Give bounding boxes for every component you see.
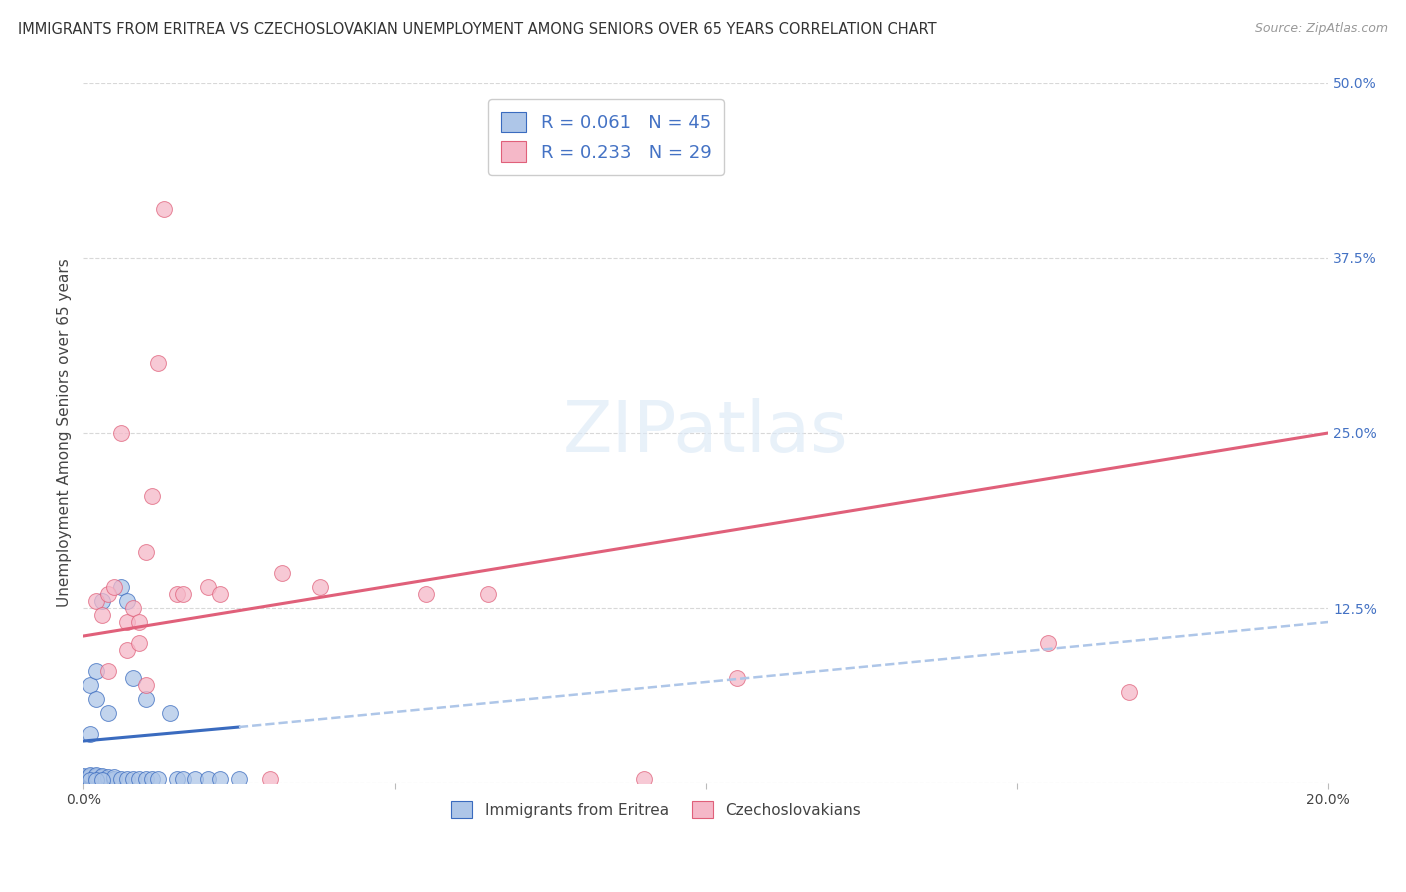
Point: [84, 772, 107, 786]
Point: [97, 706, 120, 720]
Point: [135, 678, 157, 692]
Point: [84, 594, 107, 608]
Point: [91, 771, 114, 785]
Point: [84, 692, 107, 706]
Point: [79, 769, 101, 783]
Point: [72, 769, 94, 783]
Point: [228, 772, 250, 786]
Point: [103, 580, 125, 594]
Point: [209, 772, 232, 786]
Point: [146, 356, 169, 370]
Y-axis label: Unemployment Among Seniors over 65 years: Unemployment Among Seniors over 65 years: [58, 259, 72, 607]
Point: [128, 772, 150, 786]
Point: [110, 580, 132, 594]
Point: [122, 601, 145, 615]
Point: [97, 772, 120, 786]
Point: [135, 545, 157, 559]
Point: [415, 587, 437, 601]
Point: [259, 772, 281, 786]
Point: [110, 425, 132, 440]
Point: [135, 772, 157, 786]
Text: ZIPatlas: ZIPatlas: [562, 399, 849, 467]
Point: [79, 772, 101, 786]
Point: [115, 643, 138, 657]
Point: [184, 772, 207, 786]
Point: [72, 772, 94, 786]
Point: [128, 615, 150, 629]
Point: [91, 594, 114, 608]
Point: [135, 692, 157, 706]
Point: [633, 772, 655, 786]
Point: [166, 772, 188, 786]
Point: [84, 771, 107, 785]
Point: [115, 594, 138, 608]
Point: [79, 727, 101, 741]
Point: [141, 772, 163, 786]
Point: [172, 587, 194, 601]
Point: [97, 587, 120, 601]
Point: [166, 587, 188, 601]
Point: [84, 664, 107, 678]
Point: [103, 772, 125, 786]
Point: [159, 706, 181, 720]
Point: [122, 772, 145, 786]
Point: [1118, 685, 1140, 699]
Point: [84, 767, 107, 781]
Point: [103, 771, 125, 785]
Point: [209, 587, 232, 601]
Point: [79, 771, 101, 785]
Point: [79, 678, 101, 692]
Point: [91, 772, 114, 786]
Point: [72, 771, 94, 785]
Point: [79, 767, 101, 781]
Point: [271, 566, 294, 580]
Point: [1036, 636, 1059, 650]
Point: [172, 772, 194, 786]
Point: [197, 772, 219, 786]
Point: [84, 769, 107, 783]
Point: [197, 580, 219, 594]
Text: Source: ZipAtlas.com: Source: ZipAtlas.com: [1254, 22, 1388, 36]
Point: [115, 772, 138, 786]
Point: [91, 607, 114, 622]
Point: [128, 636, 150, 650]
Point: [122, 671, 145, 685]
Point: [153, 202, 176, 216]
Point: [79, 773, 101, 788]
Point: [91, 769, 114, 783]
Point: [725, 671, 748, 685]
Text: IMMIGRANTS FROM ERITREA VS CZECHOSLOVAKIAN UNEMPLOYMENT AMONG SENIORS OVER 65 YE: IMMIGRANTS FROM ERITREA VS CZECHOSLOVAKI…: [18, 22, 936, 37]
Legend: Immigrants from Eritrea, Czechoslovakians: Immigrants from Eritrea, Czechoslovakian…: [444, 795, 868, 824]
Point: [115, 615, 138, 629]
Point: [141, 489, 163, 503]
Point: [477, 587, 499, 601]
Point: [91, 773, 114, 788]
Point: [97, 771, 120, 785]
Point: [146, 772, 169, 786]
Point: [308, 580, 330, 594]
Point: [84, 773, 107, 788]
Point: [97, 664, 120, 678]
Point: [110, 772, 132, 786]
